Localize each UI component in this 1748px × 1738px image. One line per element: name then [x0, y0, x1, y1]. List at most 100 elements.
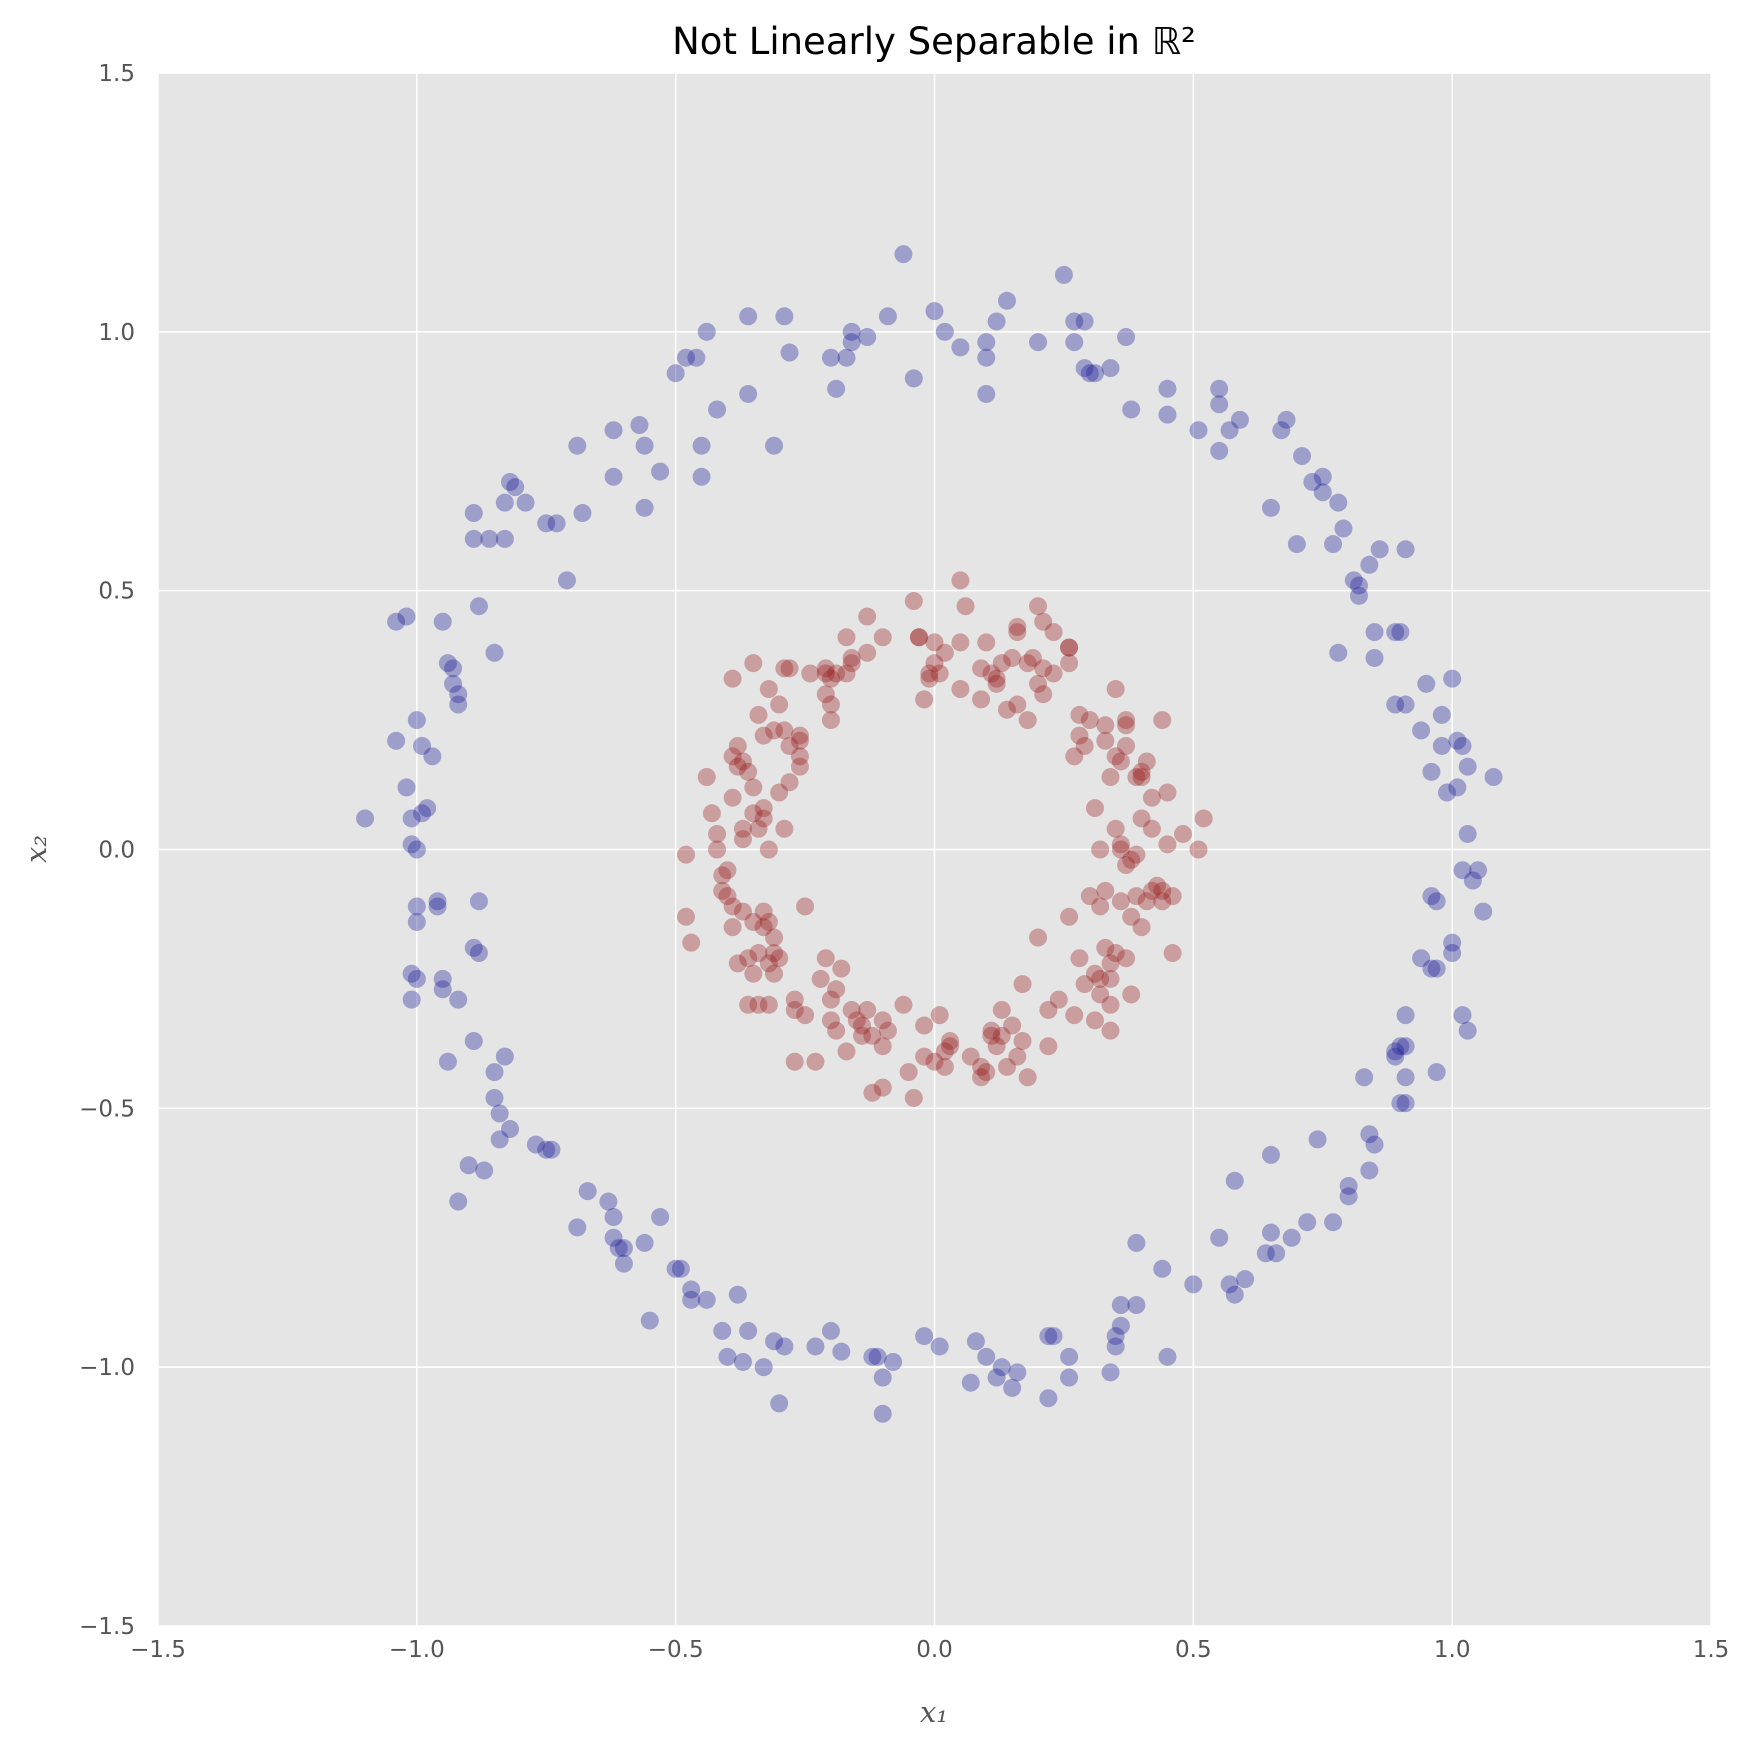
scatter-point [713, 1321, 732, 1340]
scatter-point [780, 736, 799, 755]
scatter-point [754, 726, 773, 745]
scatter-point [407, 711, 426, 730]
scatter-point [1365, 648, 1384, 667]
scatter-point [915, 690, 934, 709]
grid-lines [157, 72, 1712, 1627]
scatter-point [894, 245, 913, 264]
scatter-point [1282, 1228, 1301, 1247]
scatter-point [449, 685, 468, 704]
scatter-point [1060, 654, 1079, 673]
scatter-point [1111, 835, 1130, 854]
scatter-point [1034, 685, 1053, 704]
scatter-point [733, 1352, 752, 1371]
scatter-point [1158, 405, 1177, 424]
scatter-point [868, 1347, 887, 1366]
scatter-point [1267, 1244, 1286, 1263]
scatter-point [821, 990, 840, 1009]
scatter-point [920, 664, 939, 683]
scatter-point [723, 918, 742, 937]
scatter-point [1003, 1016, 1022, 1035]
outer-ring-series [356, 245, 1503, 1423]
scatter-point [759, 840, 778, 859]
scatter-point [1261, 1145, 1280, 1164]
scatter-point [1023, 648, 1042, 667]
scatter-point [1277, 410, 1296, 429]
scatter-point [402, 809, 421, 828]
scatter-point [1106, 819, 1125, 838]
scatter-point [1396, 1037, 1415, 1056]
scatter-point [490, 1104, 509, 1123]
scatter-point [816, 664, 835, 683]
scatter-point [728, 736, 747, 755]
scatter-point [1117, 949, 1136, 968]
scatter-point [951, 571, 970, 590]
scatter-point [692, 467, 711, 486]
scatter-point [1422, 887, 1441, 906]
scatter-point [708, 840, 727, 859]
scatter-point [547, 514, 566, 533]
scatter-point [821, 669, 840, 688]
scatter-point [635, 498, 654, 517]
scatter-point [1453, 1006, 1472, 1025]
scatter-point [651, 1208, 670, 1227]
scatter-point [1437, 783, 1456, 802]
scatter-point [816, 949, 835, 968]
scatter-point [1060, 1347, 1079, 1366]
scatter-point [1111, 752, 1130, 771]
scatter-point [920, 669, 939, 688]
scatter-point [723, 747, 742, 766]
scatter-point [1287, 535, 1306, 554]
scatter-point [1432, 705, 1451, 724]
scatter-point [1018, 711, 1037, 730]
scatter-point [1432, 736, 1451, 755]
scatter-point [501, 1120, 520, 1139]
scatter-point [1386, 1042, 1405, 1061]
scatter-point [754, 809, 773, 828]
scatter-point [1044, 1327, 1063, 1346]
scatter-point [677, 907, 696, 926]
scatter-point [718, 861, 737, 880]
scatter-point [796, 897, 815, 916]
scatter-point [635, 1233, 654, 1252]
scatter-point [604, 467, 623, 486]
scatter-point [1106, 747, 1125, 766]
scatter-point [1039, 1037, 1058, 1056]
scatter-point [909, 628, 928, 647]
scatter-point [972, 659, 991, 678]
scatter-point [1417, 674, 1436, 693]
scatter-point [935, 322, 954, 341]
scatter-point [1091, 897, 1110, 916]
scatter-point [987, 669, 1006, 688]
scatter-point [578, 1182, 597, 1201]
scatter-point [1117, 736, 1136, 755]
scatter-point [718, 1347, 737, 1366]
scatter-point [863, 1083, 882, 1102]
scatter-point [739, 307, 758, 326]
scatter-point [1293, 447, 1312, 466]
scatter-point [1122, 985, 1141, 1004]
scatter-point [1132, 918, 1151, 937]
scatter-point [537, 514, 556, 533]
scatter-point [765, 928, 784, 947]
scatter-point [739, 1321, 758, 1340]
scatter-point [413, 804, 432, 823]
scatter-point [728, 1285, 747, 1304]
scatter-point [832, 959, 851, 978]
scatter-point [1427, 1063, 1446, 1082]
scatter-point [1075, 359, 1094, 378]
scatter-point [744, 778, 763, 797]
scatter-point [1122, 907, 1141, 926]
scatter-point [837, 1042, 856, 1061]
scatter-point [433, 969, 452, 988]
scatter-point [780, 773, 799, 792]
scatter-point [1298, 1213, 1317, 1232]
scatter-point [1303, 472, 1322, 491]
scatter-point [449, 990, 468, 1009]
scatter-point [982, 1021, 1001, 1040]
scatter-point [904, 592, 923, 611]
scatter-point [904, 1088, 923, 1107]
scatter-point [847, 1011, 866, 1030]
scatter-point [1029, 333, 1048, 352]
scatter-point [1080, 887, 1099, 906]
scatter-point [1065, 747, 1084, 766]
